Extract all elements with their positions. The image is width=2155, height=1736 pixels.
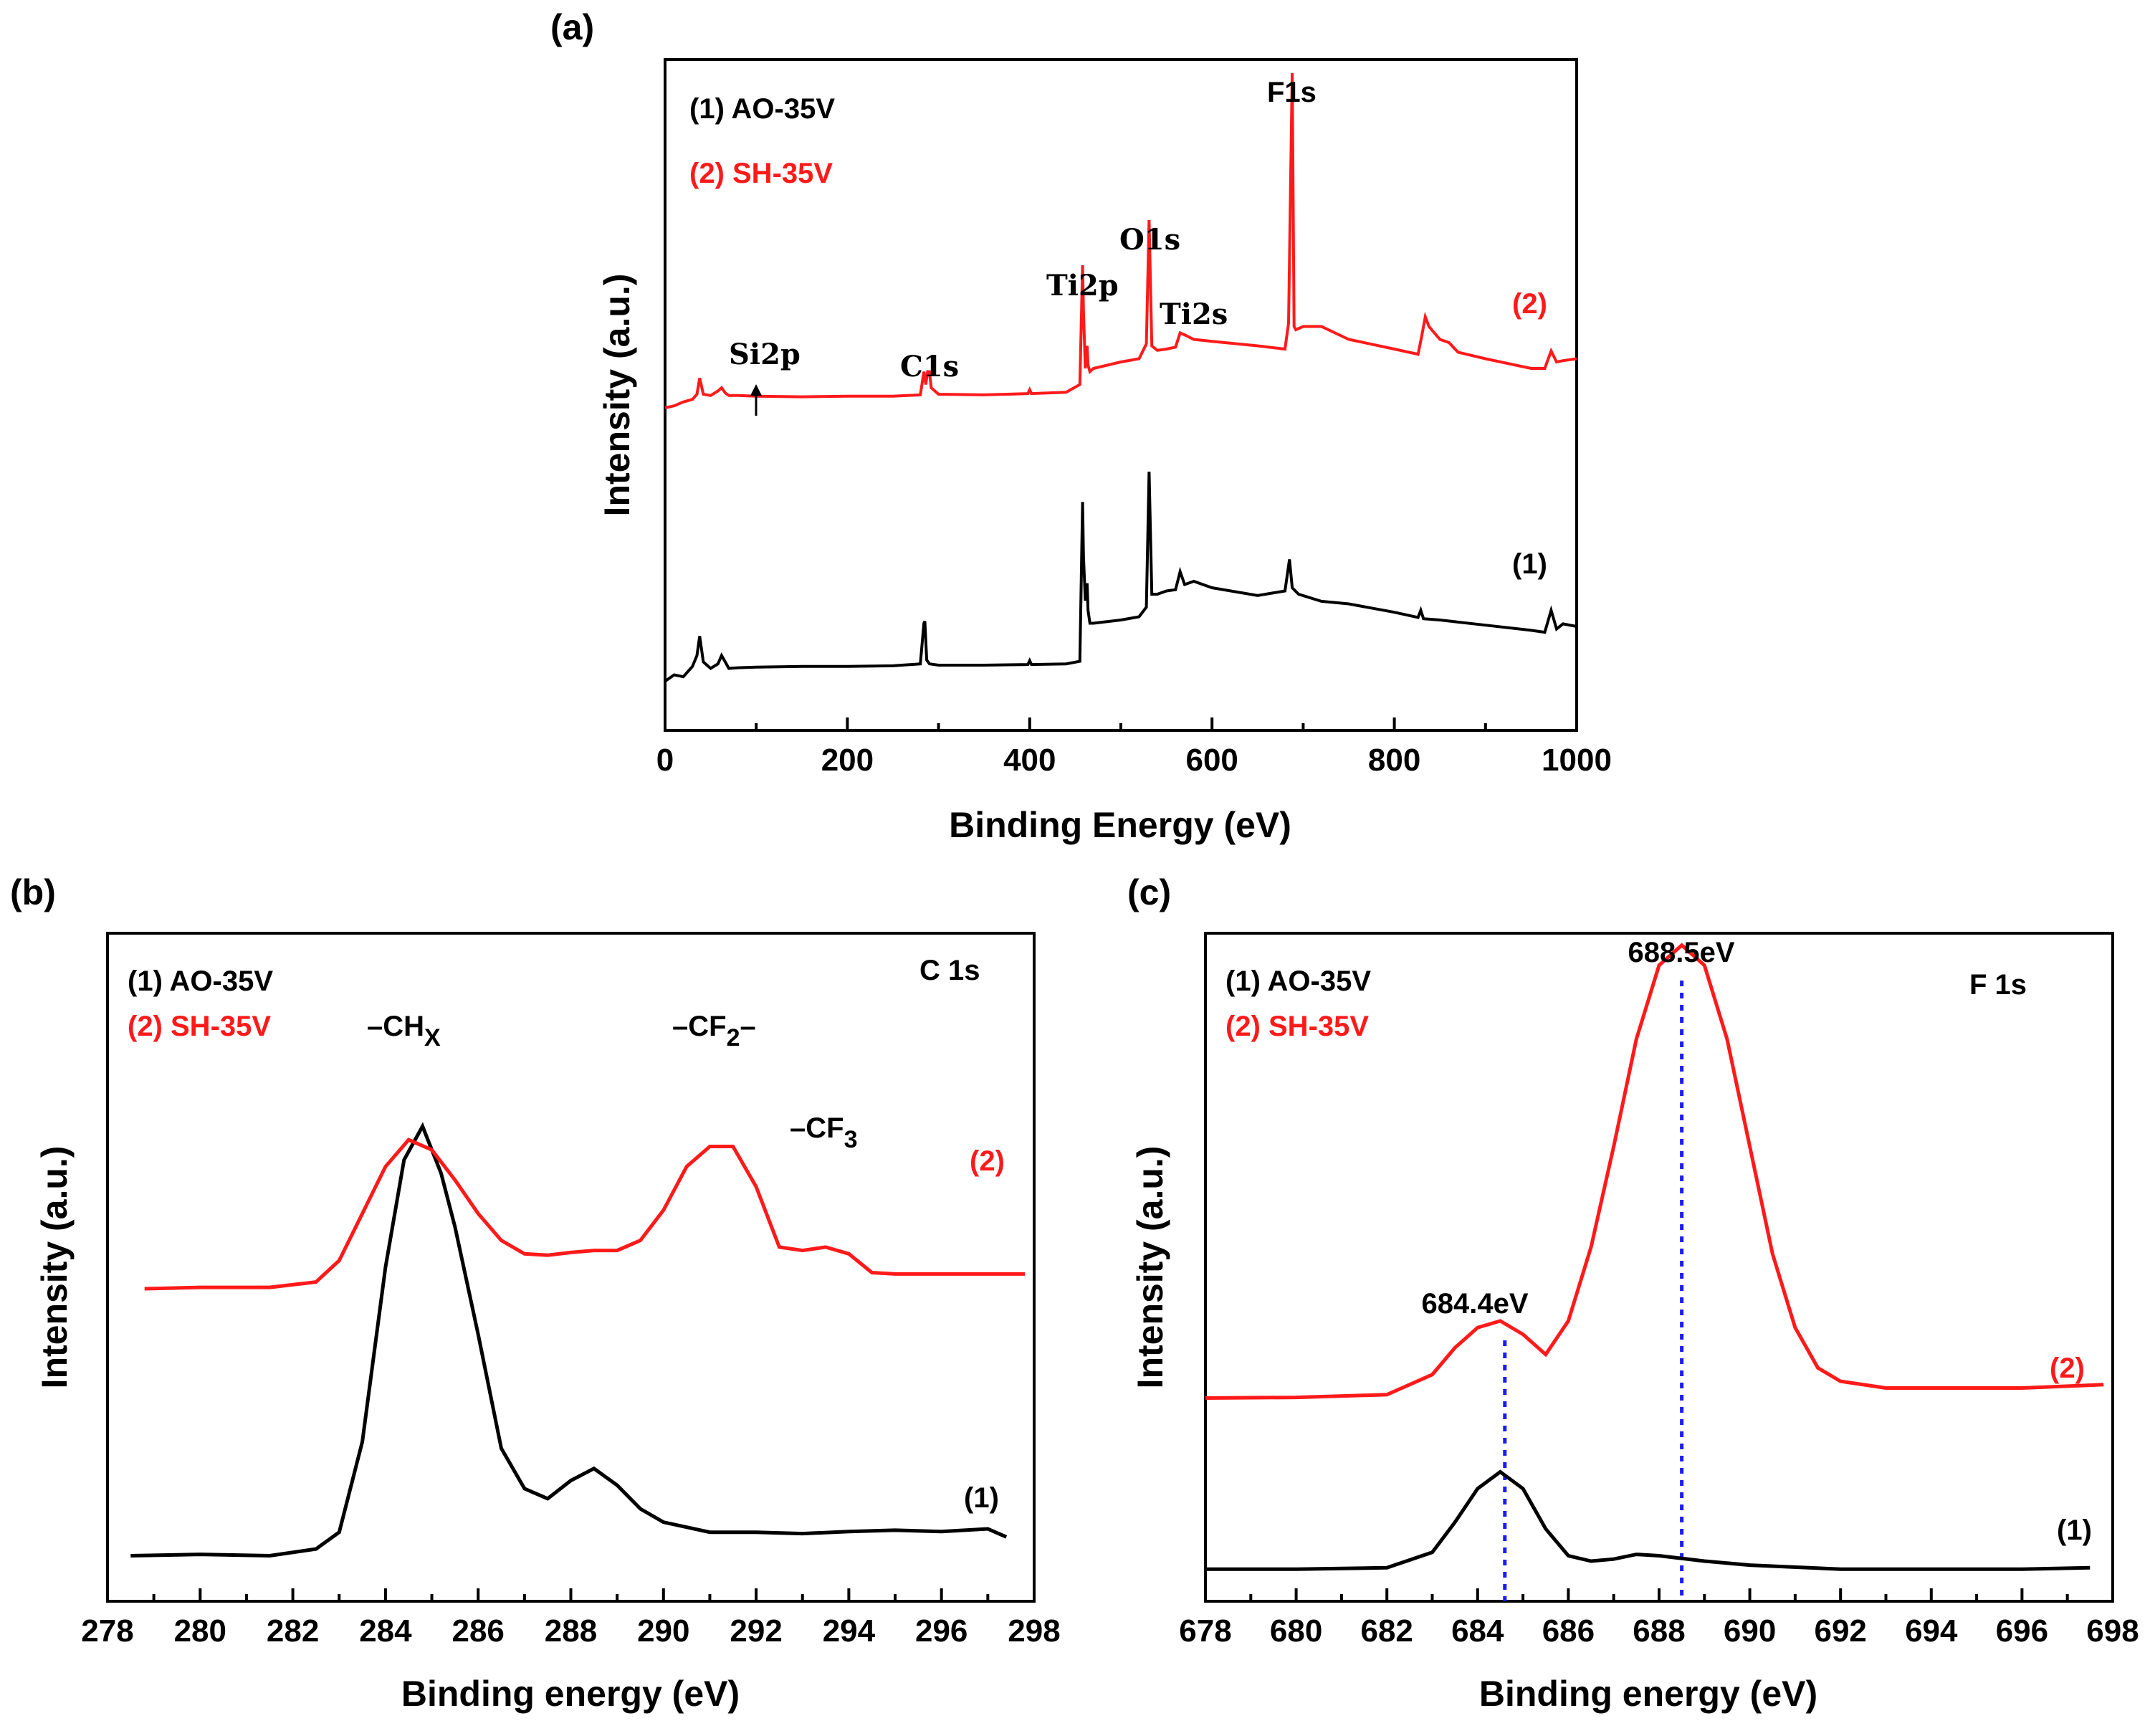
panel-a-x-axis-title: Binding Energy (eV) bbox=[949, 805, 1291, 845]
panel-c-x-tick-label: 682 bbox=[1360, 1613, 1413, 1649]
panel-b-x-tick-label: 292 bbox=[730, 1613, 782, 1649]
panel-a-series-1-line bbox=[664, 471, 1577, 683]
panel-b-x-tick-label: 290 bbox=[637, 1613, 689, 1649]
panel-c-series-2-line bbox=[1205, 943, 2104, 1400]
panel-c-label: (c) bbox=[1127, 872, 1171, 912]
panel-c-x-tick-label: 678 bbox=[1179, 1613, 1231, 1649]
panel-b-x-tick-label: 278 bbox=[81, 1613, 133, 1649]
panel-c-f1s-spectrum: (c) 678 680 682 684 686 688 690 692 694 696 698 (1… bbox=[1127, 872, 2139, 1714]
panel-c-x-tick-label: 688 bbox=[1633, 1613, 1685, 1649]
panel-a-legend-2: (2) SH-35V bbox=[689, 158, 833, 189]
panel-b-x-tick-label: 280 bbox=[174, 1613, 226, 1649]
panel-c-legend-2: (2) SH-35V bbox=[1225, 1011, 1369, 1042]
panel-c-peak-markers bbox=[1503, 981, 1684, 1601]
panel-b-anno-cf2: –CF2– bbox=[672, 1011, 756, 1051]
panel-b-c1s-spectrum: (b) 278 280 282 284 286 288 290 292 294 296 298 (1… bbox=[10, 872, 1061, 1714]
panel-c-peak-label-684: 684.4eV bbox=[1421, 1288, 1528, 1320]
panel-a-x-tick-label: 400 bbox=[1003, 743, 1056, 778]
panel-a-si2p-arrowhead bbox=[750, 384, 762, 396]
panel-a-x-tick-label: 0 bbox=[656, 743, 674, 778]
panel-c-series-1-line bbox=[1205, 1469, 2091, 1571]
panel-b-title: C 1s bbox=[919, 955, 980, 986]
panel-b-legend-2: (2) SH-35V bbox=[128, 1011, 271, 1042]
panel-a-x-tick-label: 800 bbox=[1368, 743, 1420, 778]
panel-b-x-tick-label: 282 bbox=[267, 1613, 319, 1649]
panel-b-curve-label-2: (2) bbox=[970, 1145, 1005, 1177]
panel-a-anno-ti2s: Ti2s bbox=[1160, 297, 1228, 331]
panel-a-survey-spectrum: (a) 0 200 400 600 800 1000 (1) AO-35V (2) SH-… bbox=[550, 7, 1612, 845]
panel-a-legend-1: (1) AO-35V bbox=[689, 93, 835, 125]
panel-b-x-axis-title: Binding energy (eV) bbox=[401, 1674, 740, 1714]
panel-c-curve-label-1: (1) bbox=[2057, 1515, 2092, 1546]
panel-b-x-tick-label: 294 bbox=[823, 1613, 876, 1649]
panel-b-series-1-line bbox=[130, 1122, 1008, 1558]
panel-a-anno-o1s: O1s bbox=[1119, 223, 1180, 257]
panel-b-x-tick-label: 288 bbox=[545, 1613, 597, 1649]
panel-c-y-axis-title: Intensity (a.u.) bbox=[1130, 1146, 1170, 1389]
panel-b-x-ticks: 278 280 282 284 286 288 290 292 294 296 298 bbox=[81, 1588, 1061, 1649]
panel-b-curve-label-1: (1) bbox=[964, 1482, 999, 1514]
panel-c-x-ticks: 678 680 682 684 686 688 690 692 694 696 698 bbox=[1179, 1588, 2139, 1649]
panel-a-x-tick-label: 1000 bbox=[1542, 743, 1612, 778]
panel-b-x-tick-label: 296 bbox=[915, 1613, 967, 1649]
panel-b-x-tick-label: 298 bbox=[1008, 1613, 1060, 1649]
panel-c-x-tick-label: 696 bbox=[1996, 1613, 2048, 1649]
panel-b-legend-1: (1) AO-35V bbox=[128, 965, 273, 997]
panel-c-x-tick-label: 680 bbox=[1270, 1613, 1322, 1649]
panel-a-curve-label-1: (1) bbox=[1512, 548, 1547, 580]
panel-c-x-tick-label: 694 bbox=[1905, 1613, 1958, 1649]
panel-c-x-axis-title: Binding energy (eV) bbox=[1479, 1674, 1817, 1714]
panel-a-anno-ti2p: Ti2p bbox=[1046, 269, 1119, 302]
panel-b-x-tick-label: 286 bbox=[451, 1613, 504, 1649]
panel-a-label: (a) bbox=[550, 7, 594, 47]
panel-b-label: (b) bbox=[10, 872, 56, 912]
panel-b-anno-chx: –CHX bbox=[367, 1011, 441, 1051]
panel-a-x-ticks: 0 200 400 600 800 1000 bbox=[656, 717, 1612, 778]
panel-c-x-tick-label: 686 bbox=[1542, 1613, 1595, 1649]
panel-c-legend-1: (1) AO-35V bbox=[1225, 965, 1371, 997]
panel-a-y-axis-title: Intensity (a.u.) bbox=[597, 274, 637, 517]
panel-c-x-tick-label: 692 bbox=[1814, 1613, 1866, 1649]
panel-a-series-2-line bbox=[664, 72, 1577, 409]
panel-b-series-2-line bbox=[144, 1138, 1026, 1291]
panel-a-anno-si2p: Si2p bbox=[729, 338, 801, 371]
panel-b-y-axis-title: Intensity (a.u.) bbox=[34, 1146, 75, 1389]
panel-c-x-tick-label: 684 bbox=[1451, 1613, 1504, 1649]
panel-a-curve-label-2: (2) bbox=[1512, 288, 1547, 320]
panel-c-x-tick-label: 698 bbox=[2086, 1613, 2139, 1649]
panel-a-anno-c1s: C1s bbox=[900, 350, 959, 383]
panel-c-curve-label-2: (2) bbox=[2050, 1353, 2085, 1384]
panel-a-anno-f1s: F1s bbox=[1267, 77, 1317, 108]
panel-c-x-tick-label: 690 bbox=[1724, 1613, 1776, 1649]
panel-b-anno-cf3: –CF3 bbox=[790, 1112, 858, 1153]
panel-b-x-tick-label: 284 bbox=[359, 1613, 412, 1649]
panel-c-title: F 1s bbox=[1969, 969, 2027, 1001]
panel-a-x-tick-label: 200 bbox=[821, 743, 874, 778]
panel-a-x-tick-label: 600 bbox=[1185, 743, 1238, 778]
panel-c-peak-label-688: 688.5eV bbox=[1628, 937, 1734, 968]
